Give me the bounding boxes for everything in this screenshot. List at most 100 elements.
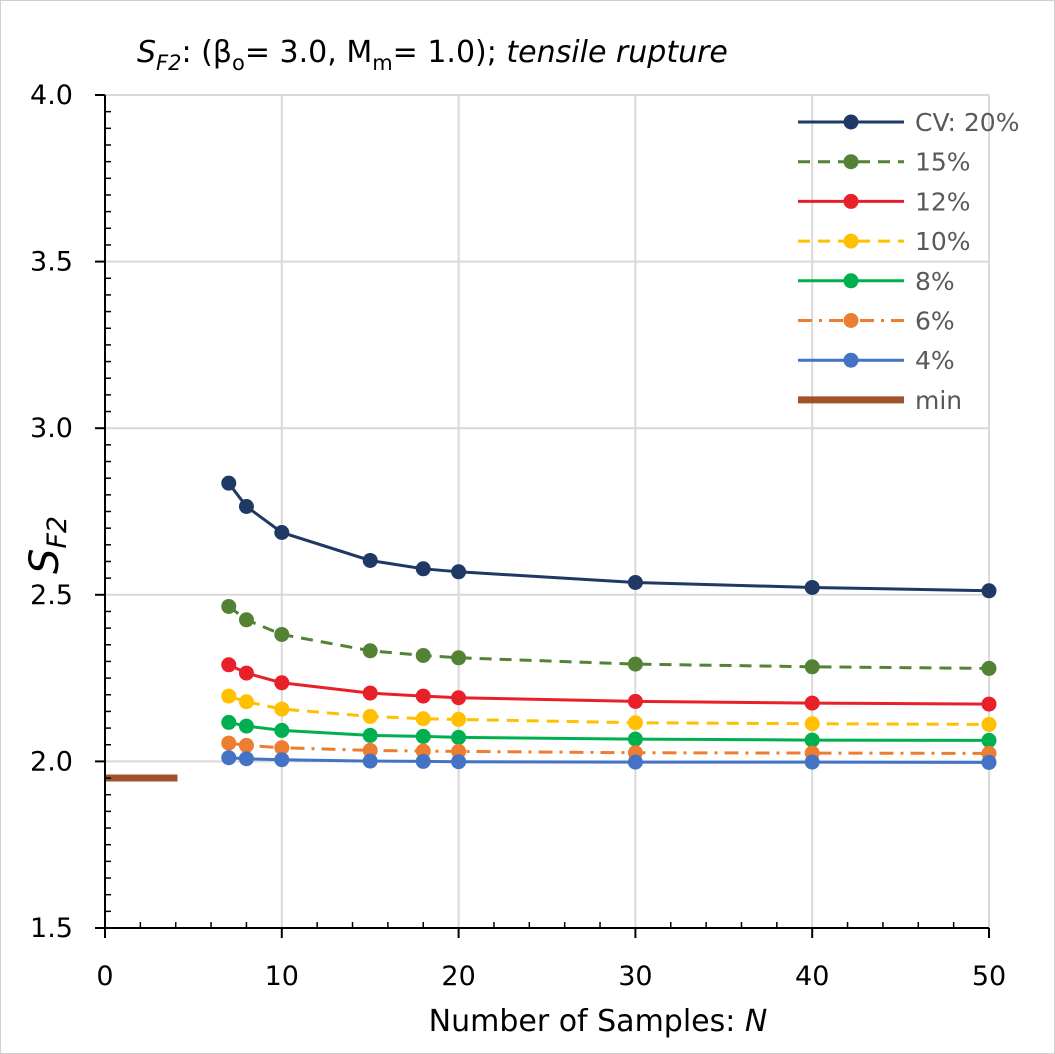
data-point (415, 688, 431, 704)
y-tick-label: 3.0 (30, 413, 73, 444)
data-point (451, 650, 467, 666)
data-point (981, 732, 997, 748)
x-tick-label: 30 (618, 961, 652, 992)
data-point (415, 753, 431, 769)
series-1 (221, 598, 997, 676)
data-point (627, 715, 643, 731)
data-point (362, 742, 378, 758)
data-point (238, 665, 254, 681)
legend-marker (843, 273, 859, 289)
data-point (362, 708, 378, 724)
legend-label: 4% (915, 346, 955, 375)
legend-marker (843, 114, 859, 130)
data-point (221, 688, 237, 704)
data-point (451, 729, 467, 745)
legend-label: min (915, 386, 962, 415)
data-point (238, 737, 254, 753)
data-point (415, 743, 431, 759)
x-tick-label: 20 (441, 961, 475, 992)
data-point (238, 694, 254, 710)
legend-entry: 8% (798, 267, 955, 296)
x-axis-label: Number of Samples: N (429, 1004, 768, 1039)
series-line (228, 694, 990, 726)
gridlines (105, 94, 990, 928)
axes: 1.5 2.0 2.5 3.0 3.5 4.0 0 10 20 30 40 50 (30, 80, 1006, 992)
data-point (221, 475, 237, 491)
x-tick-label: 0 (96, 961, 113, 992)
data-point (274, 740, 290, 756)
legend-entry: CV: 20% (798, 108, 1019, 137)
legend-marker (843, 352, 859, 368)
legend-label: 6% (915, 307, 955, 336)
y-tick-label: 4.0 (30, 80, 73, 111)
data-point (221, 657, 237, 673)
series-3 (221, 688, 997, 732)
data-point (451, 754, 467, 770)
x-tick-label: 50 (972, 961, 1006, 992)
data-point (981, 660, 997, 676)
data-point (274, 701, 290, 717)
data-point (415, 647, 431, 663)
x-tick-label: 10 (265, 961, 299, 992)
data-point (362, 552, 378, 568)
data-point (804, 695, 820, 711)
legend-marker (843, 313, 859, 328)
series-4 (221, 714, 997, 748)
series-0 (221, 475, 997, 599)
series-line (228, 741, 990, 755)
data-point (362, 685, 378, 701)
data-point (221, 750, 237, 766)
data-point (804, 716, 820, 732)
data-point (804, 579, 820, 595)
data-point (274, 626, 290, 642)
legend-label: 15% (915, 148, 971, 177)
data-point (415, 728, 431, 744)
data-point (981, 716, 997, 732)
series-line (228, 663, 990, 706)
legend-entry: 15% (798, 148, 971, 177)
y-tick-label: 2.5 (30, 580, 73, 611)
data-point (274, 752, 290, 768)
data-point (274, 675, 290, 691)
data-point (451, 711, 467, 727)
data-point (981, 754, 997, 770)
legend-label: 12% (915, 187, 971, 216)
data-point (221, 714, 237, 730)
data-point (981, 696, 997, 712)
data-point (627, 574, 643, 590)
series-2 (221, 657, 997, 712)
data-point (362, 753, 378, 769)
data-point (221, 598, 237, 614)
legend-marker (843, 154, 859, 170)
data-point (238, 499, 254, 515)
data-point (362, 643, 378, 659)
data-point (238, 751, 254, 767)
series-line (227, 482, 990, 593)
data-point (627, 731, 643, 747)
data-point (804, 732, 820, 748)
legend-marker (843, 193, 859, 209)
data-point (274, 722, 290, 738)
chart-title: SF2: (βo= 3.0, Mm= 1.0); tensile rupture (137, 35, 728, 75)
data-point (804, 659, 820, 675)
series-6 (221, 750, 997, 770)
y-tick-label: 2.0 (30, 746, 73, 777)
data-point (221, 735, 237, 751)
legend-entry: 4% (798, 346, 955, 375)
data-point (238, 718, 254, 734)
legend-label: 10% (915, 227, 971, 256)
legend-label: CV: 20% (915, 108, 1019, 137)
legend-entry: 12% (798, 187, 971, 216)
series-lines (105, 475, 997, 782)
y-axis-label: SF2 (22, 516, 73, 574)
data-point (627, 693, 643, 709)
legend-label: 8% (915, 267, 955, 296)
legend-marker (843, 233, 859, 249)
data-point (274, 524, 290, 540)
legend-entry: 6% (798, 307, 955, 336)
series-line (227, 605, 990, 670)
data-point (804, 754, 820, 770)
legend: CV: 20% 15% 12% 10% 8% 6% 4% min (798, 108, 1019, 415)
